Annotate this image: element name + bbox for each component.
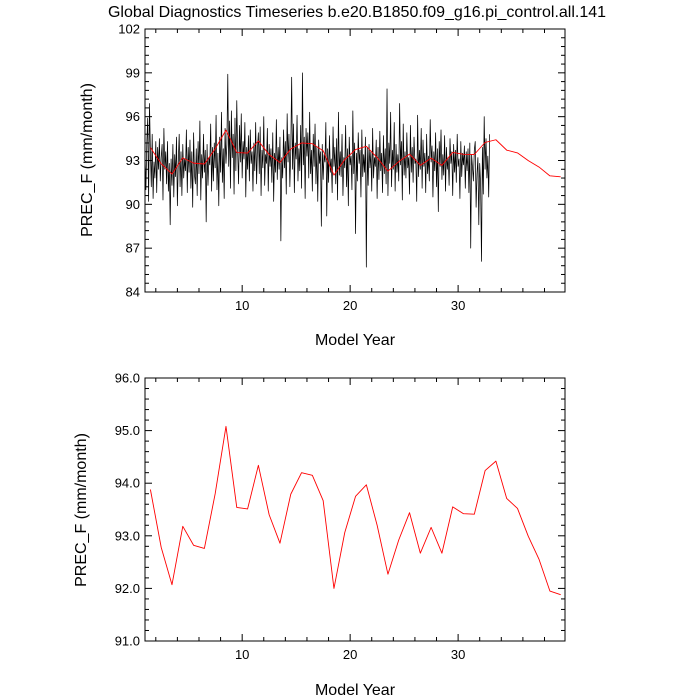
- bottom-x-tick-label: 10: [235, 647, 249, 662]
- bottom-panel: 10 20 30 91.0 92.0 93.0 94.0 95.0 96.0 Model Yea…: [73, 371, 566, 699]
- bottom-x-tick-label: 20: [343, 647, 357, 662]
- bottom-y-tick-label: 93.0: [115, 528, 140, 543]
- bottom-y-tick-label: 91.0: [115, 634, 140, 649]
- bottom-y-axis-label: PREC_F (mm/month): [73, 433, 90, 587]
- bottom-plot-frame: [144, 377, 566, 642]
- top-series-monthly-line: [144, 72, 490, 268]
- top-y-tick-label: 90: [126, 197, 140, 212]
- top-y-tick-label: 87: [126, 241, 140, 256]
- top-y-tick-label: 99: [126, 65, 140, 80]
- bottom-x-axis-label: Model Year: [315, 682, 396, 699]
- top-x-axis-label: Model Year: [315, 332, 396, 349]
- top-x-tick-label: 10: [235, 298, 249, 313]
- top-x-tick-label: 20: [343, 298, 357, 313]
- top-panel: 10 20 30 84 87 90 93 96 99 102 Model Year PREC_F …: [79, 22, 566, 349]
- bottom-axis-ticks: 10 20 30 91.0 92.0 93.0 94.0 95.0 96.0: [115, 371, 565, 662]
- top-y-tick-label: 96: [126, 109, 140, 124]
- bottom-y-tick-label: 94.0: [115, 476, 140, 491]
- top-y-tick-label: 93: [126, 153, 140, 168]
- bottom-x-tick-label: 30: [451, 647, 465, 662]
- bottom-series-annual-line: [149, 425, 561, 596]
- bottom-y-tick-label: 95.0: [115, 423, 140, 438]
- top-plot-marks: [144, 72, 561, 268]
- top-x-tick-label: 30: [451, 298, 465, 313]
- top-y-tick-label: 84: [126, 285, 140, 300]
- bottom-y-tick-label: 92.0: [115, 581, 140, 596]
- top-y-tick-label: 102: [118, 22, 140, 37]
- top-y-axis-label: PREC_F (mm/month): [79, 83, 96, 237]
- top-axis-ticks: 10 20 30 84 87 90 93 96 99 102: [118, 22, 565, 313]
- chart-title: Global Diagnostics Timeseries b.e20.B185…: [108, 4, 606, 21]
- top-series-annual-line: [150, 129, 561, 178]
- bottom-y-tick-label: 96.0: [115, 371, 140, 386]
- bottom-plot-marks: [149, 425, 561, 596]
